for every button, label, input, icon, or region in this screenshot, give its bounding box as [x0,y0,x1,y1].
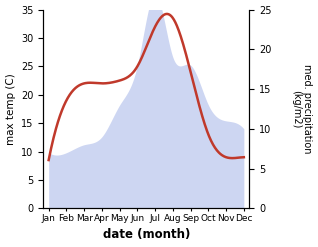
X-axis label: date (month): date (month) [103,228,190,242]
Y-axis label: max temp (C): max temp (C) [5,73,16,145]
Y-axis label: med. precipitation
(kg/m2): med. precipitation (kg/m2) [291,64,313,154]
